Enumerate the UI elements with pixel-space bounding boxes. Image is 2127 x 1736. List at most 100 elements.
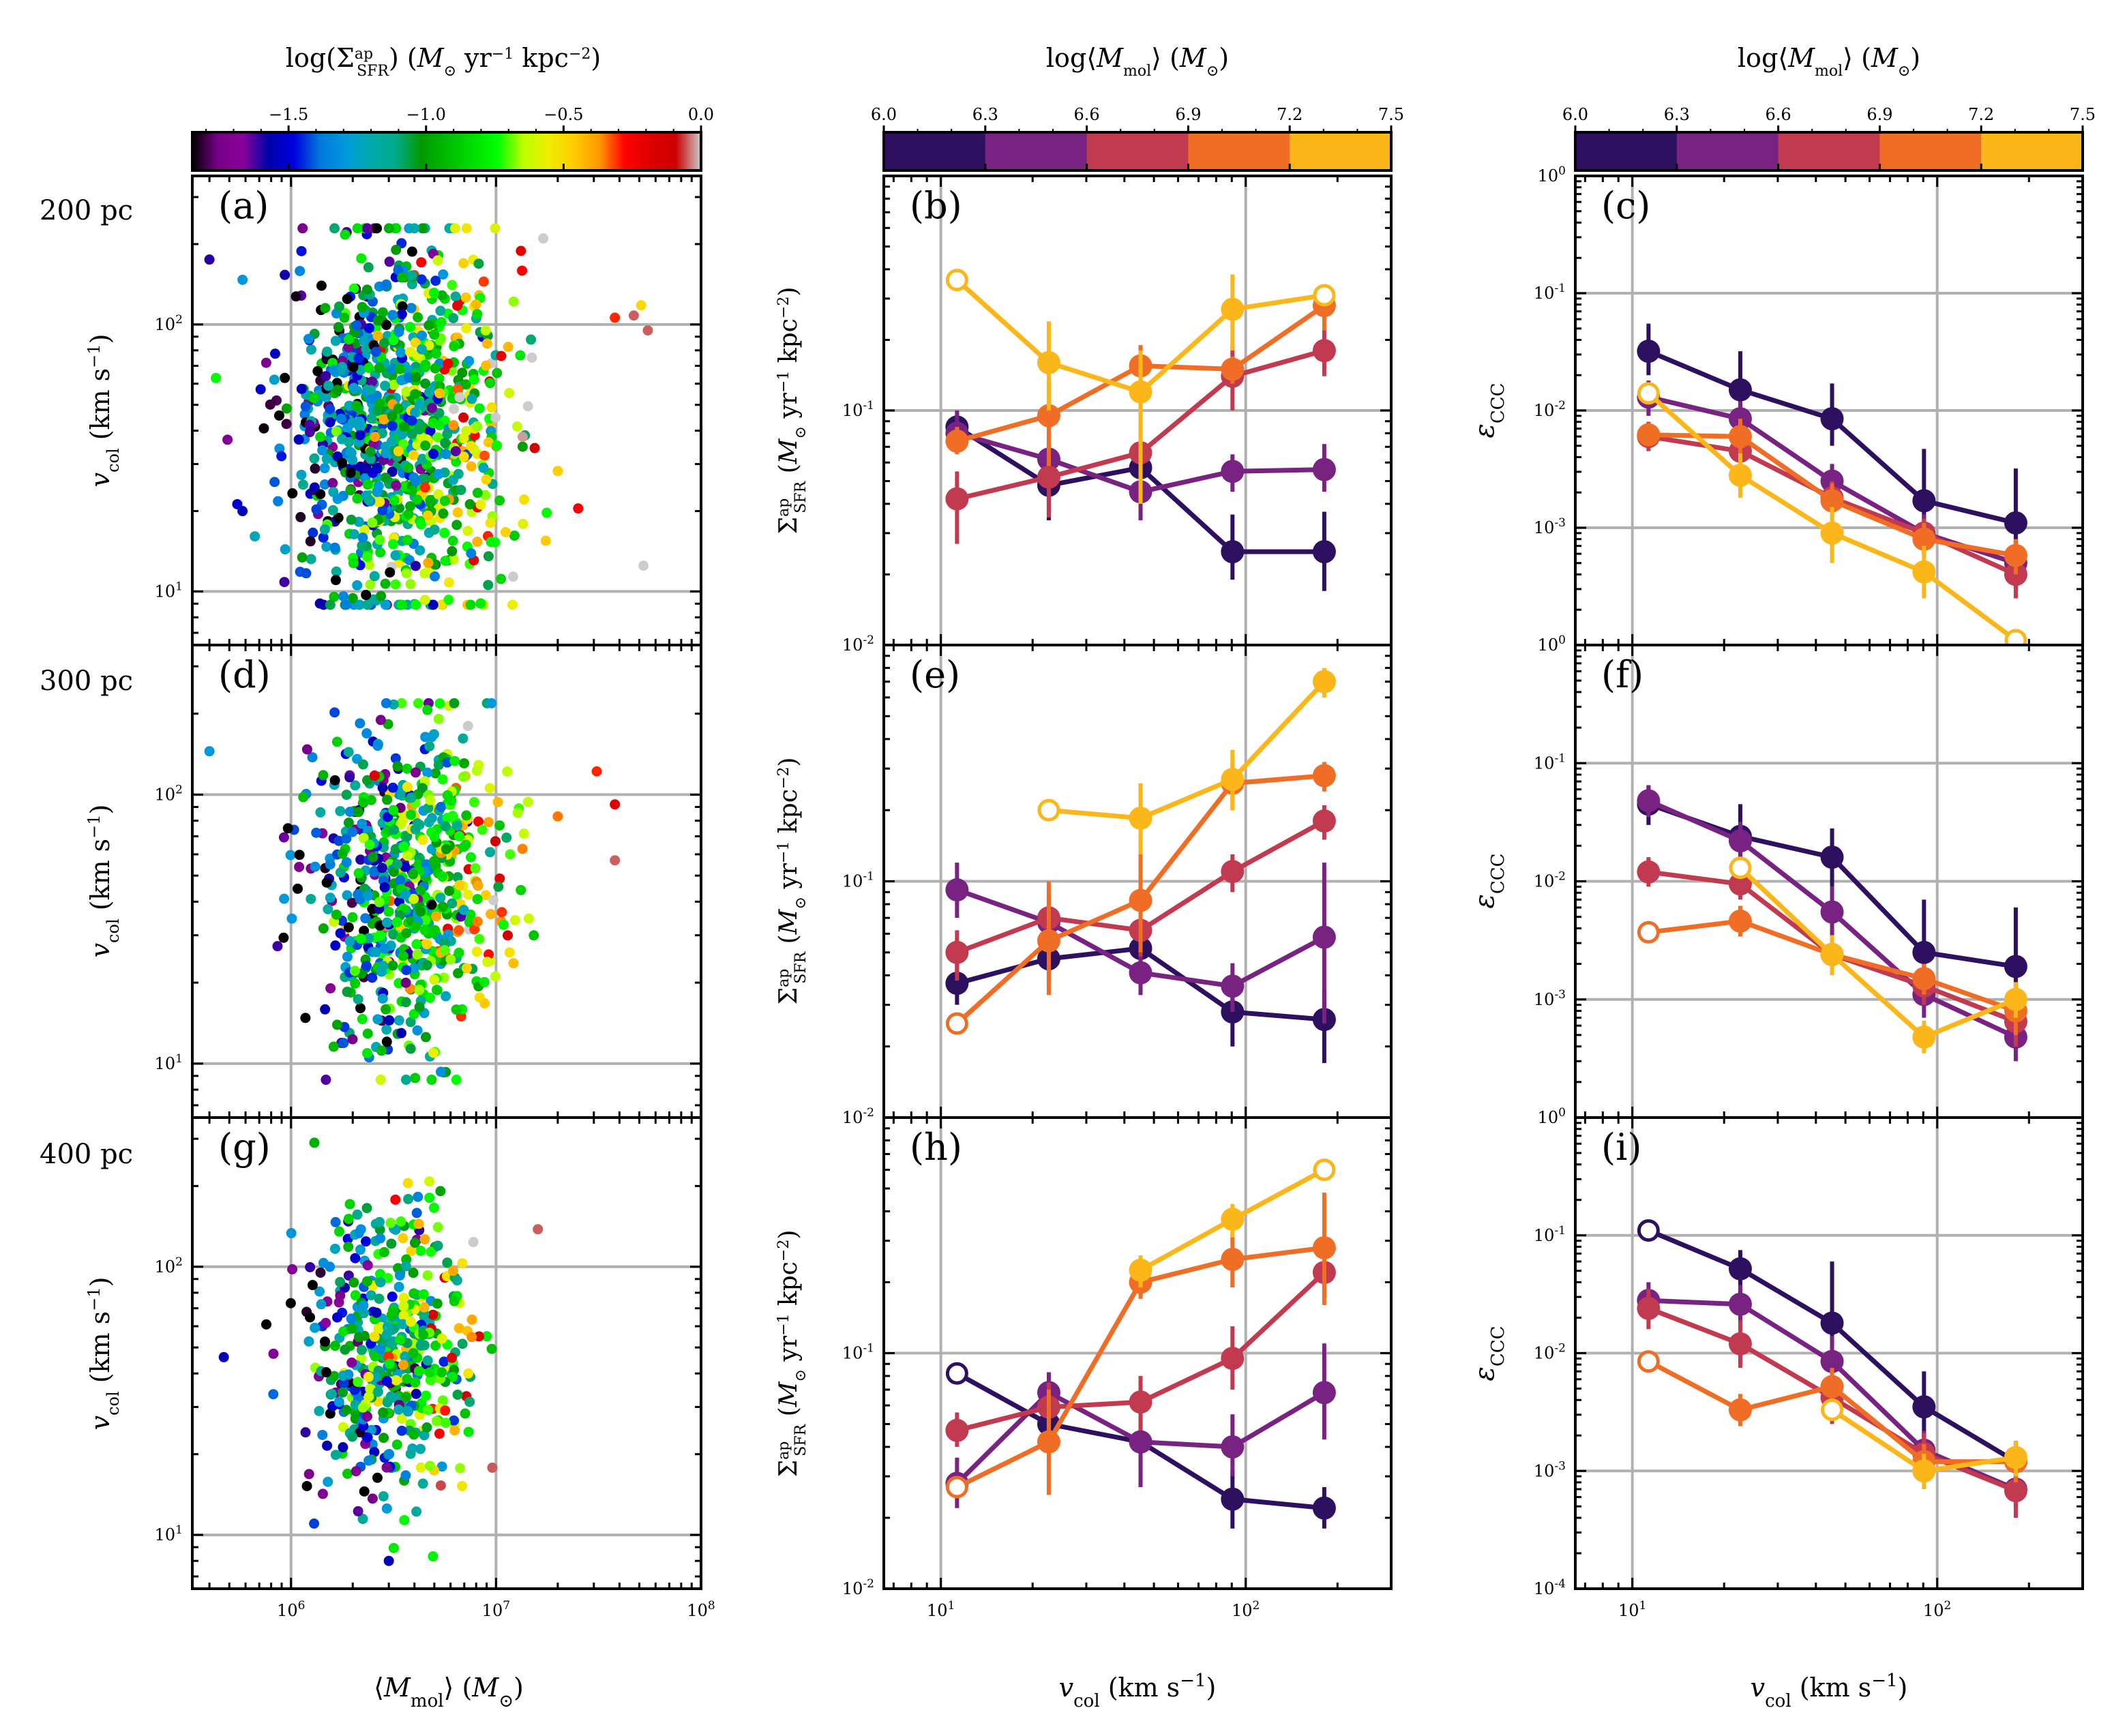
scatter-point xyxy=(466,393,477,404)
scatter-point xyxy=(355,854,366,865)
scatter-point xyxy=(434,388,445,399)
scatter-point xyxy=(518,828,529,839)
scatter-point xyxy=(529,443,540,453)
ticks-a xyxy=(192,176,702,645)
scatter-point xyxy=(305,536,316,547)
colorbar-sfr-bar xyxy=(191,131,702,172)
marker xyxy=(1728,425,1752,449)
scatter-point xyxy=(310,1322,321,1333)
y-tick-label: 10-1 xyxy=(842,399,874,420)
scatter-point xyxy=(323,1476,333,1487)
scatter-point xyxy=(340,229,351,240)
scatter-point xyxy=(429,329,440,340)
scatter-point xyxy=(509,530,520,541)
scatter-point xyxy=(398,1311,409,1321)
scatter-point xyxy=(411,1388,421,1399)
scatter-point xyxy=(338,1387,348,1398)
scatter-point xyxy=(438,508,449,519)
y-tick-label: 102 xyxy=(155,783,183,804)
scatter-point xyxy=(390,1194,401,1205)
scatter-point xyxy=(315,489,326,500)
scatter-point xyxy=(426,1246,436,1257)
marker xyxy=(1129,380,1152,404)
scatter-point xyxy=(466,548,477,559)
scatter-point xyxy=(343,1214,354,1225)
scatter-point xyxy=(492,368,503,378)
y-tick-label: 100 xyxy=(1538,164,1566,185)
scatter-point xyxy=(390,753,401,764)
scatter-point xyxy=(342,293,353,304)
scatter-point xyxy=(466,461,477,472)
scatter-point xyxy=(375,547,386,558)
scatter-point xyxy=(353,993,363,1004)
scatter-point xyxy=(412,439,423,450)
scatter-point xyxy=(310,861,321,872)
scatter-point xyxy=(421,1422,432,1433)
scatter-point xyxy=(423,320,434,331)
scatter-point xyxy=(357,533,368,543)
scatter-point xyxy=(381,1330,392,1341)
marker xyxy=(1820,1349,1844,1373)
scatter-point xyxy=(428,449,439,460)
scatter-point xyxy=(273,410,284,421)
scatter-point xyxy=(458,258,469,269)
scatter-point xyxy=(460,1408,471,1419)
scatter-point xyxy=(415,906,426,917)
scatter-point xyxy=(441,991,451,1002)
scatter-point xyxy=(391,223,402,234)
middle-ylabel-b: ΣapSFR (M⊙ yr−1 kpc−2) xyxy=(775,287,809,535)
scatter-point xyxy=(457,1338,468,1349)
panel-g: 106 107 108 101 102 (g) xyxy=(155,1116,715,1620)
colorbar-bin xyxy=(1575,132,1678,170)
marker xyxy=(1312,1236,1336,1260)
scatter-point xyxy=(517,432,528,443)
scatter-point xyxy=(381,1503,392,1514)
marker xyxy=(1312,540,1336,564)
colorbar-sfr-tick-label: 0.0 xyxy=(688,105,714,124)
scatter-point xyxy=(473,1331,484,1342)
scatter-point xyxy=(413,698,423,708)
scatter-point-outlier xyxy=(636,300,646,311)
scatter-point xyxy=(401,965,412,976)
scatter-point xyxy=(378,414,389,425)
marker xyxy=(1820,942,1844,966)
scatter-point xyxy=(371,1307,382,1318)
scatter-point xyxy=(424,387,435,398)
scatter-point xyxy=(459,758,470,768)
grid-b xyxy=(884,176,1391,645)
scatter-point xyxy=(416,257,427,268)
scatter-point xyxy=(443,577,454,588)
scatter-point xyxy=(337,458,348,468)
scatter-point xyxy=(457,1258,468,1269)
scatter-point xyxy=(329,707,340,718)
scatter-point xyxy=(406,792,417,803)
scatter-point xyxy=(296,469,307,480)
scatter-point xyxy=(508,958,519,969)
scatter-point xyxy=(452,1389,463,1400)
scatter-point xyxy=(325,1261,336,1272)
scatter-point xyxy=(362,1260,373,1271)
scatter-point xyxy=(388,824,399,835)
scatter-point xyxy=(432,1298,443,1309)
scatter-point xyxy=(400,1075,411,1086)
scatter-point xyxy=(411,599,421,610)
scatter-point xyxy=(449,1296,460,1306)
x-tick-label: 102 xyxy=(1232,1599,1260,1620)
scatter-point xyxy=(305,1261,316,1272)
series-7.2–7.5 xyxy=(1637,382,2027,645)
scatter-point xyxy=(387,310,398,320)
scatter-point xyxy=(387,539,398,550)
scatter-point xyxy=(449,1425,460,1436)
marker xyxy=(1221,460,1245,483)
marker xyxy=(945,940,969,964)
scatter-point xyxy=(408,472,419,483)
scatter-point xyxy=(350,780,361,791)
scatter-point xyxy=(453,925,464,936)
scatter-point xyxy=(422,1355,433,1366)
scatter-point xyxy=(342,890,353,901)
scatter-point xyxy=(350,1253,361,1263)
scatter-point xyxy=(343,747,354,758)
marker xyxy=(1312,339,1336,363)
scatter-point xyxy=(363,363,374,374)
scatter-point xyxy=(304,427,315,438)
